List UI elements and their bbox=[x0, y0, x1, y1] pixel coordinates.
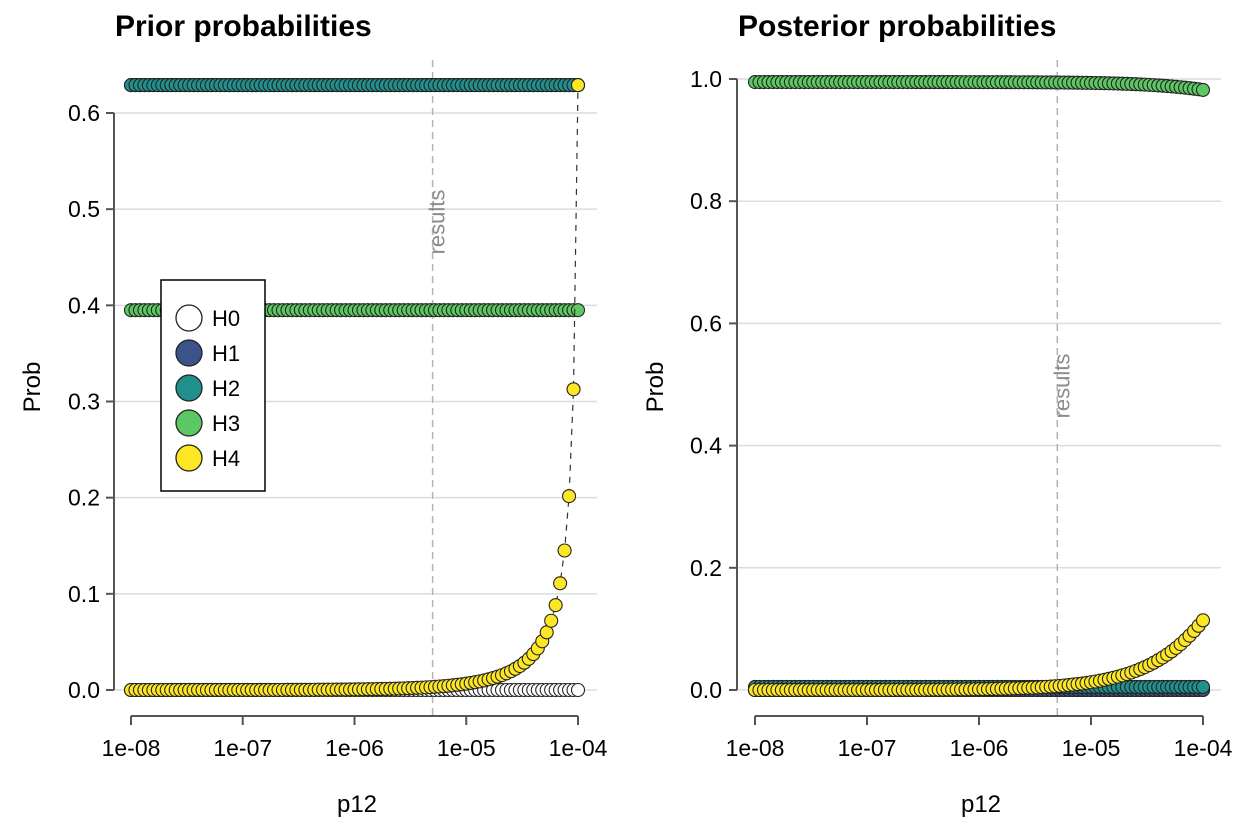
y-tick-label: 0.2 bbox=[690, 555, 722, 581]
prior-panel: Prior probabilities results 0.0 0.1 0.2 0.3… bbox=[19, 10, 608, 818]
point-h4 bbox=[539, 625, 554, 640]
posterior-x-ticks: 1e-08 1e-07 1e-06 1e-05 1e-04 bbox=[726, 716, 1233, 761]
x-tick-label: 1e-07 bbox=[838, 735, 897, 761]
x-tick-label: 1e-05 bbox=[1062, 735, 1121, 761]
prior-x-title: p12 bbox=[337, 791, 377, 818]
y-tick-label: 1.0 bbox=[690, 66, 722, 92]
point-h4 bbox=[570, 78, 586, 93]
legend: H0 H1 H2 H3 H4 bbox=[160, 279, 266, 492]
y-tick-label: 0.6 bbox=[690, 310, 722, 336]
posterior-panel: Posterior probabilities results 0.00.20.… bbox=[642, 10, 1233, 818]
point-h2 bbox=[1195, 679, 1211, 694]
point-h4 bbox=[557, 543, 572, 558]
y-tick-label: 0.4 bbox=[690, 433, 722, 459]
legend-label-h2: H2 bbox=[212, 376, 240, 401]
legend-swatch-h4 bbox=[175, 444, 203, 472]
point-h0 bbox=[570, 682, 586, 698]
x-tick-label: 1e-04 bbox=[1174, 735, 1233, 761]
posterior-points bbox=[747, 75, 1211, 698]
legend-swatch-h1 bbox=[175, 339, 203, 367]
legend-swatch-h3 bbox=[175, 409, 203, 437]
y-tick-label: 0.2 bbox=[68, 485, 100, 511]
y-tick-label: 0.4 bbox=[68, 292, 100, 318]
y-tick-label: 0.0 bbox=[68, 677, 100, 703]
point-h4 bbox=[544, 613, 559, 628]
prior-x-ticks: 1e-08 1e-07 1e-06 1e-05 1e-04 bbox=[102, 716, 608, 761]
posterior-y-title: Prob bbox=[642, 362, 669, 413]
y-tick-label: 0.1 bbox=[68, 581, 100, 607]
posterior-x-title: p12 bbox=[961, 791, 1001, 818]
prior-title: Prior probabilities bbox=[115, 10, 372, 43]
x-tick-label: 1e-06 bbox=[325, 735, 384, 761]
x-tick-label: 1e-08 bbox=[726, 735, 785, 761]
prior-y-ticks: 0.0 0.1 0.2 0.3 0.4 0.5 0.6 bbox=[68, 100, 114, 703]
point-h3 bbox=[1195, 82, 1211, 97]
y-tick-label: 0.8 bbox=[690, 188, 722, 214]
posterior-results-label: results bbox=[1049, 354, 1074, 419]
point-h4 bbox=[562, 489, 577, 504]
posterior-y-ticks: 0.0 0.2 0.4 0.6 0.8 1.0 bbox=[690, 66, 737, 703]
x-tick-label: 1e-04 bbox=[549, 735, 608, 761]
legend-swatch-h2 bbox=[175, 374, 203, 402]
point-h4 bbox=[1195, 613, 1211, 628]
y-tick-label: 0.3 bbox=[68, 389, 100, 415]
y-tick-label: 0.6 bbox=[68, 100, 100, 126]
x-tick-label: 1e-05 bbox=[437, 735, 496, 761]
point-h4 bbox=[548, 598, 563, 613]
x-tick-label: 1e-08 bbox=[102, 735, 161, 761]
y-tick-label: 0.0 bbox=[690, 677, 722, 703]
posterior-gridlines bbox=[737, 78, 1221, 691]
legend-label-h3: H3 bbox=[212, 411, 240, 436]
legend-label-h1: H1 bbox=[212, 341, 240, 366]
x-tick-label: 1e-07 bbox=[213, 735, 272, 761]
legend-label-h0: H0 bbox=[212, 306, 240, 331]
legend-label-h4: H4 bbox=[212, 446, 240, 471]
posterior-title: Posterior probabilities bbox=[738, 10, 1056, 43]
point-h4 bbox=[566, 382, 581, 397]
x-tick-label: 1e-06 bbox=[950, 735, 1009, 761]
prior-results-label: results bbox=[425, 190, 450, 255]
prior-y-title: Prob bbox=[19, 362, 46, 413]
y-tick-label: 0.5 bbox=[68, 196, 100, 222]
prior-points bbox=[123, 78, 586, 698]
point-h3 bbox=[570, 303, 586, 318]
legend-swatch-h0 bbox=[175, 304, 203, 332]
point-h4 bbox=[553, 576, 568, 591]
